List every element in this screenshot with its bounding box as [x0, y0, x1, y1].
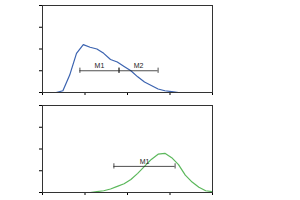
svg-text:M1: M1	[140, 158, 150, 165]
svg-text:M1: M1	[95, 62, 105, 69]
svg-text:M2: M2	[134, 62, 144, 69]
